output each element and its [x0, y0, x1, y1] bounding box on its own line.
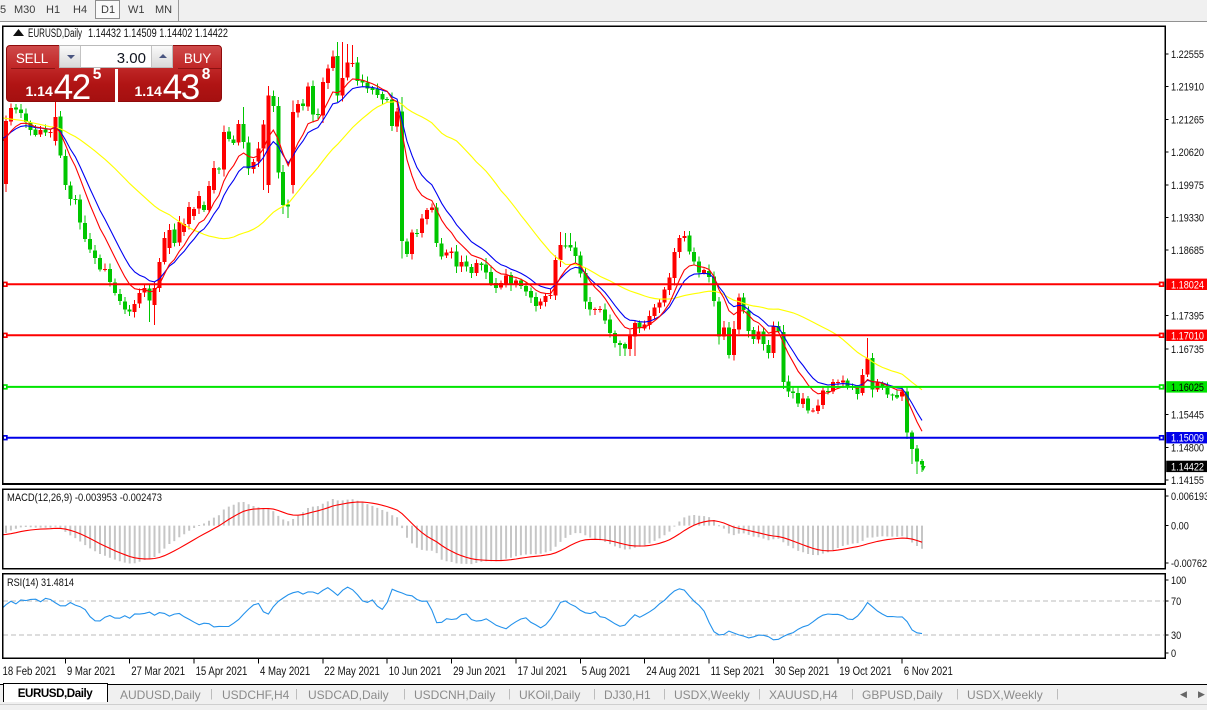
svg-text:15 Apr 2021: 15 Apr 2021	[196, 664, 248, 678]
svg-text:1.19330: 1.19330	[1171, 213, 1204, 225]
svg-text:RSI(14) 31.4814: RSI(14) 31.4814	[7, 577, 74, 589]
svg-text:70: 70	[1171, 596, 1181, 608]
svg-text:10 Jun 2021: 10 Jun 2021	[389, 664, 442, 678]
svg-text:17 Jul 2021: 17 Jul 2021	[518, 664, 568, 678]
svg-text:30 Sep 2021: 30 Sep 2021	[775, 664, 830, 678]
svg-text:1.21265: 1.21265	[1171, 114, 1204, 126]
svg-text:0.00: 0.00	[1171, 521, 1189, 533]
svg-text:1.15445: 1.15445	[1171, 410, 1204, 422]
svg-text:1.17395: 1.17395	[1171, 311, 1204, 323]
svg-text:29 Jun 2021: 29 Jun 2021	[453, 664, 506, 678]
svg-text:1.20620: 1.20620	[1171, 147, 1204, 159]
svg-text:0.006193: 0.006193	[1171, 491, 1207, 503]
svg-text:1.14422: 1.14422	[1171, 461, 1204, 473]
svg-text:100: 100	[1171, 575, 1186, 587]
svg-text:11 Sep 2021: 11 Sep 2021	[711, 664, 765, 678]
svg-text:22 May 2021: 22 May 2021	[324, 664, 380, 678]
svg-text:24 Aug 2021: 24 Aug 2021	[646, 664, 700, 678]
svg-text:30: 30	[1171, 630, 1181, 642]
svg-text:1.19975: 1.19975	[1171, 180, 1204, 192]
svg-text:9 Mar 2021: 9 Mar 2021	[67, 664, 116, 678]
svg-text:6 Nov 2021: 6 Nov 2021	[904, 664, 953, 678]
svg-text:27 Mar 2021: 27 Mar 2021	[131, 664, 185, 678]
svg-text:EURUSD,Daily: EURUSD,Daily	[28, 28, 82, 40]
svg-text:1.14155: 1.14155	[1171, 475, 1204, 487]
svg-text:1.18685: 1.18685	[1171, 245, 1204, 257]
svg-text:1.14800: 1.14800	[1171, 442, 1204, 454]
svg-text:1.15009: 1.15009	[1171, 433, 1204, 445]
svg-text:MACD(12,26,9) -0.003953 -0.002: MACD(12,26,9) -0.003953 -0.002473	[7, 492, 162, 504]
svg-text:1.14432 1.14509 1.14402 1.1442: 1.14432 1.14509 1.14402 1.14422	[88, 28, 228, 40]
svg-text:0: 0	[1171, 648, 1176, 660]
svg-text:19 Oct 2021: 19 Oct 2021	[839, 664, 892, 678]
svg-text:1.22555: 1.22555	[1171, 49, 1204, 61]
svg-text:1.18024: 1.18024	[1171, 279, 1204, 291]
svg-text:1.16735: 1.16735	[1171, 344, 1204, 356]
svg-text:1.21910: 1.21910	[1171, 82, 1204, 94]
svg-text:4 May 2021: 4 May 2021	[260, 664, 310, 678]
svg-text:18 Feb 2021: 18 Feb 2021	[3, 664, 57, 678]
svg-text:5 Aug 2021: 5 Aug 2021	[582, 664, 631, 678]
svg-text:-0.007623: -0.007623	[1171, 558, 1207, 570]
svg-text:1.17010: 1.17010	[1171, 330, 1204, 342]
svg-text:1.16025: 1.16025	[1171, 382, 1204, 394]
